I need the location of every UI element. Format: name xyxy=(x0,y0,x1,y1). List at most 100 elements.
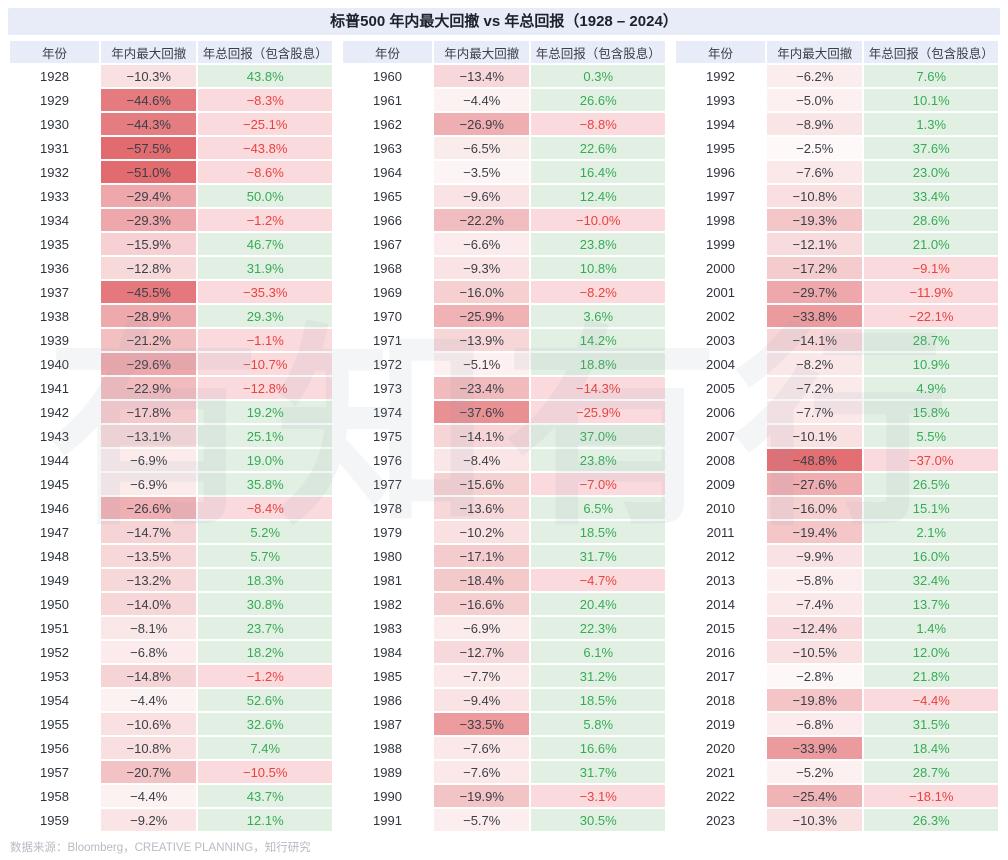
table-row: 2000 −17.2% −9.1% xyxy=(676,257,998,279)
table-row: 1929 −44.6% −8.3% xyxy=(10,89,332,111)
year-cell: 1955 xyxy=(10,713,100,735)
year-cell: 1929 xyxy=(10,89,100,111)
drawdown-cell: −17.2% xyxy=(767,257,863,279)
table-row: 1977 −15.6% −7.0% xyxy=(343,473,665,495)
return-cell: −3.1% xyxy=(531,785,665,807)
year-cell: 1990 xyxy=(343,785,433,807)
drawdown-cell: −10.3% xyxy=(101,65,197,87)
table-row: 1987 −33.5% 5.8% xyxy=(343,713,665,735)
drawdown-cell: −10.2% xyxy=(434,521,530,543)
table-row: 1943 −13.1% 25.1% xyxy=(10,425,332,447)
return-cell: 18.2% xyxy=(198,641,332,663)
return-cell: 26.3% xyxy=(864,809,998,831)
table-row: 1963 −6.5% 22.6% xyxy=(343,137,665,159)
drawdown-cell: −10.8% xyxy=(767,185,863,207)
year-cell: 1959 xyxy=(10,809,100,831)
return-cell: −25.9% xyxy=(531,401,665,423)
table-row: 1994 −8.9% 1.3% xyxy=(676,113,998,135)
return-cell: 26.5% xyxy=(864,473,998,495)
drawdown-cell: −26.9% xyxy=(434,113,530,135)
table-row: 2004 −8.2% 10.9% xyxy=(676,353,998,375)
year-cell: 1997 xyxy=(676,185,766,207)
year-cell: 1962 xyxy=(343,113,433,135)
table-row: 2007 −10.1% 5.5% xyxy=(676,425,998,447)
table-row: 1950 −14.0% 30.8% xyxy=(10,593,332,615)
table-row: 1982 −16.6% 20.4% xyxy=(343,593,665,615)
drawdown-cell: −2.8% xyxy=(767,665,863,687)
year-cell: 1950 xyxy=(10,593,100,615)
return-cell: 23.0% xyxy=(864,161,998,183)
drawdown-cell: −17.8% xyxy=(101,401,197,423)
year-cell: 2012 xyxy=(676,545,766,567)
return-cell: 23.7% xyxy=(198,617,332,639)
return-cell: 28.6% xyxy=(864,209,998,231)
return-cell: 10.8% xyxy=(531,257,665,279)
drawdown-cell: −5.7% xyxy=(434,809,530,831)
table-row: 2018 −19.8% −4.4% xyxy=(676,689,998,711)
drawdown-cell: −6.9% xyxy=(101,473,197,495)
year-cell: 2001 xyxy=(676,281,766,303)
year-cell: 1974 xyxy=(343,401,433,423)
table-row: 1989 −7.6% 31.7% xyxy=(343,761,665,783)
year-cell: 1982 xyxy=(343,593,433,615)
year-cell: 1942 xyxy=(10,401,100,423)
year-header: 年份 xyxy=(10,41,100,63)
table-row: 1986 −9.4% 18.5% xyxy=(343,689,665,711)
drawdown-cell: −5.0% xyxy=(767,89,863,111)
year-cell: 1992 xyxy=(676,65,766,87)
year-cell: 2020 xyxy=(676,737,766,759)
table-row: 1964 −3.5% 16.4% xyxy=(343,161,665,183)
table-row: 1975 −14.1% 37.0% xyxy=(343,425,665,447)
return-cell: 3.6% xyxy=(531,305,665,327)
drawdown-cell: −13.4% xyxy=(434,65,530,87)
return-cell: 35.8% xyxy=(198,473,332,495)
table-row: 1981 −18.4% −4.7% xyxy=(343,569,665,591)
drawdown-cell: −6.8% xyxy=(767,713,863,735)
return-cell: 5.7% xyxy=(198,545,332,567)
return-cell: −8.6% xyxy=(198,161,332,183)
return-cell: 43.7% xyxy=(198,785,332,807)
drawdown-cell: −9.6% xyxy=(434,185,530,207)
return-cell: −25.1% xyxy=(198,113,332,135)
year-cell: 1969 xyxy=(343,281,433,303)
drawdown-cell: −10.3% xyxy=(767,809,863,831)
table-row: 1949 −13.2% 18.3% xyxy=(10,569,332,591)
table-row: 1935 −15.9% 46.7% xyxy=(10,233,332,255)
table-row: 1941 −22.9% −12.8% xyxy=(10,377,332,399)
return-cell: 2.1% xyxy=(864,521,998,543)
drawdown-cell: −33.9% xyxy=(767,737,863,759)
table-row: 1957 −20.7% −10.5% xyxy=(10,761,332,783)
return-cell: 46.7% xyxy=(198,233,332,255)
drawdown-cell: −26.6% xyxy=(101,497,197,519)
return-cell: 18.3% xyxy=(198,569,332,591)
drawdown-cell: −13.6% xyxy=(434,497,530,519)
year-cell: 1964 xyxy=(343,161,433,183)
return-cell: −4.4% xyxy=(864,689,998,711)
year-cell: 1957 xyxy=(10,761,100,783)
return-cell: −4.7% xyxy=(531,569,665,591)
year-cell: 1951 xyxy=(10,617,100,639)
year-cell: 1973 xyxy=(343,377,433,399)
table-row: 1979 −10.2% 18.5% xyxy=(343,521,665,543)
drawdown-cell: −29.3% xyxy=(101,209,197,231)
table-row: 1974 −37.6% −25.9% xyxy=(343,401,665,423)
table-row: 1942 −17.8% 19.2% xyxy=(10,401,332,423)
drawdown-cell: −6.5% xyxy=(434,137,530,159)
year-cell: 1995 xyxy=(676,137,766,159)
drawdown-cell: −13.5% xyxy=(101,545,197,567)
drawdown-cell: −7.7% xyxy=(767,401,863,423)
drawdown-cell: −4.4% xyxy=(101,689,197,711)
header-row: 年份 年内最大回撤 年总回报（包含股息） xyxy=(676,41,998,63)
year-cell: 2010 xyxy=(676,497,766,519)
table-row: 1990 −19.9% −3.1% xyxy=(343,785,665,807)
return-cell: 16.0% xyxy=(864,545,998,567)
table-row: 1955 −10.6% 32.6% xyxy=(10,713,332,735)
drawdown-cell: −14.1% xyxy=(434,425,530,447)
drawdown-cell: −19.8% xyxy=(767,689,863,711)
drawdown-cell: −19.4% xyxy=(767,521,863,543)
table-row: 2006 −7.7% 15.8% xyxy=(676,401,998,423)
drawdown-cell: −8.4% xyxy=(434,449,530,471)
table-row: 2015 −12.4% 1.4% xyxy=(676,617,998,639)
return-cell: 4.9% xyxy=(864,377,998,399)
